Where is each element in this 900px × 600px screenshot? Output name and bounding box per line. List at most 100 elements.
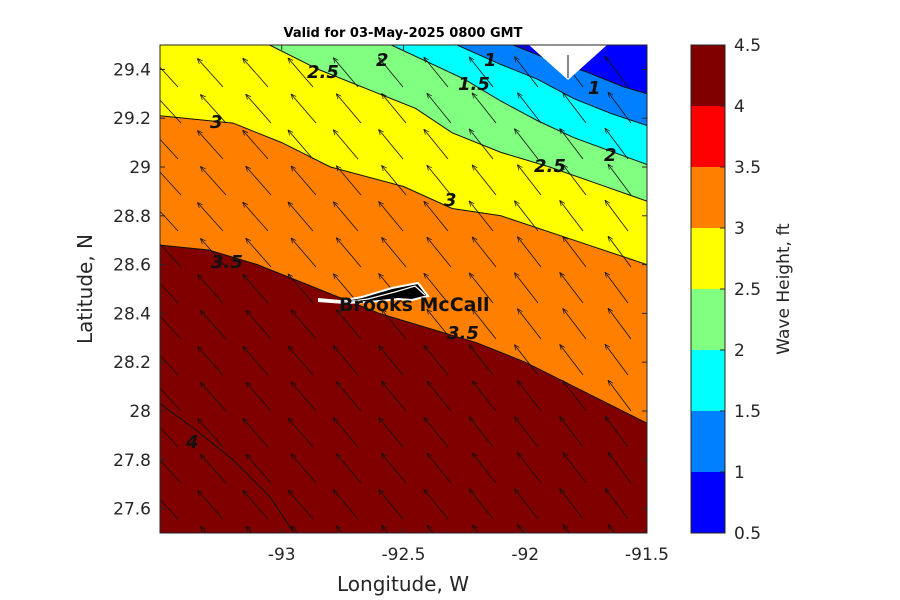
direction-arrow xyxy=(608,381,632,412)
direction-arrow xyxy=(333,130,359,160)
y-tick-label: 28.8 xyxy=(113,207,151,227)
direction-arrow xyxy=(333,346,359,376)
direction-arrow xyxy=(424,345,449,376)
direction-arrow xyxy=(336,454,362,484)
contour-line xyxy=(160,403,295,533)
direction-arrow xyxy=(472,381,497,412)
contour-label: 2 xyxy=(604,145,617,166)
direction-arrow xyxy=(469,345,494,376)
wave-band xyxy=(160,45,647,126)
direction-arrow xyxy=(160,210,179,232)
direction-arrow xyxy=(427,165,452,196)
direction-arrow xyxy=(160,354,179,376)
colorbar-tick-label: 4.5 xyxy=(734,36,761,56)
direction-arrow xyxy=(469,273,494,304)
direction-arrow xyxy=(246,310,272,340)
direction-arrow xyxy=(518,453,542,484)
direction-arrow xyxy=(336,166,362,196)
x-tick-label: -92 xyxy=(511,545,539,565)
direction-arrow xyxy=(379,58,404,88)
contour-labels: 1 1.5 2 2 2.5 2.5 3 3 3.5 3.5 4 1 xyxy=(185,50,617,453)
direction-arrow xyxy=(563,525,570,533)
direction-arrow xyxy=(201,95,227,124)
contour-label: 2.5 xyxy=(534,156,566,177)
direction-arrow xyxy=(379,346,404,376)
direction-arrow xyxy=(246,166,272,196)
direction-arrow xyxy=(198,347,224,376)
x-axis: -93 -92.5 -92 -91.5 xyxy=(268,45,669,565)
colorbar-tick-label: 1 xyxy=(734,463,745,483)
direction-arrow xyxy=(160,239,182,268)
direction-arrow xyxy=(246,526,253,533)
direction-arrow xyxy=(243,418,269,448)
contour-label: 1 xyxy=(484,50,497,71)
direction-arrow xyxy=(560,129,584,160)
direction-arrow xyxy=(243,274,269,304)
direction-arrow xyxy=(515,129,539,160)
contour-line xyxy=(160,244,647,424)
direction-arrow xyxy=(160,426,179,448)
direction-arrow xyxy=(472,93,497,124)
direction-arrow xyxy=(288,490,314,520)
colorbar-tick-label: 0.5 xyxy=(734,524,761,544)
direction-arrow xyxy=(427,93,452,124)
direction-arrow xyxy=(518,165,542,196)
direction-arrow xyxy=(246,454,272,484)
colorbar-tick-label: 2.5 xyxy=(734,280,761,300)
direction-arrow xyxy=(560,273,584,304)
direction-arrow xyxy=(472,453,497,484)
direction-arrow xyxy=(608,525,616,533)
contour-line xyxy=(269,45,647,202)
direction-arrow xyxy=(515,201,539,232)
direction-arrow xyxy=(518,381,542,412)
direction-arrow xyxy=(291,382,317,412)
direction-arrow xyxy=(160,138,179,160)
contour-label: 4 xyxy=(185,432,199,453)
direction-arrow xyxy=(608,453,632,484)
wave-band xyxy=(160,403,294,533)
direction-arrow xyxy=(201,167,227,196)
platform-site xyxy=(317,281,430,305)
direction-arrow xyxy=(608,165,632,196)
contour-line xyxy=(160,115,647,266)
direction-arrow xyxy=(288,202,314,232)
direction-arrow xyxy=(291,526,298,533)
direction-arrow xyxy=(198,131,224,160)
direction-arrow xyxy=(518,525,525,533)
direction-arrow xyxy=(605,201,629,232)
contour-label: 1 xyxy=(588,78,601,99)
x-tick-label: -91.5 xyxy=(625,545,669,565)
direction-arrow xyxy=(291,94,317,124)
direction-arrow xyxy=(382,166,407,196)
y-tick-label: 28.4 xyxy=(113,304,151,324)
wave-band xyxy=(593,45,647,80)
y-tick-label: 28.6 xyxy=(113,256,151,276)
direction-arrow xyxy=(291,454,317,484)
colorbar-swatch xyxy=(691,228,725,289)
direction-arrow xyxy=(427,453,452,484)
direction-arrow xyxy=(336,238,362,268)
direction-arrow xyxy=(336,94,362,124)
direction-arrow xyxy=(515,489,539,520)
y-tick-label: 29.2 xyxy=(113,109,151,129)
direction-arrow xyxy=(424,273,449,304)
direction-arrow xyxy=(379,418,404,448)
direction-arrow xyxy=(563,237,587,268)
direction-arrow xyxy=(382,526,389,533)
contour-label: 3.5 xyxy=(211,252,243,273)
direction-arrow xyxy=(563,381,587,412)
direction-arrow xyxy=(515,273,539,304)
direction-arrow xyxy=(160,95,182,124)
direction-arrow xyxy=(472,165,497,196)
plot-area: Brooks McCall xyxy=(160,45,647,533)
site-label: Brooks McCall xyxy=(339,294,489,316)
direction-arrow xyxy=(382,454,407,484)
direction-arrow xyxy=(469,489,494,520)
direction-arrow xyxy=(288,130,314,160)
direction-arrow xyxy=(469,129,494,160)
direction-arrow xyxy=(198,203,224,232)
direction-arrow xyxy=(560,345,584,376)
y-axis-label: Latitude, N xyxy=(73,234,97,344)
direction-arrow xyxy=(201,311,227,340)
direction-arrow xyxy=(333,418,359,448)
